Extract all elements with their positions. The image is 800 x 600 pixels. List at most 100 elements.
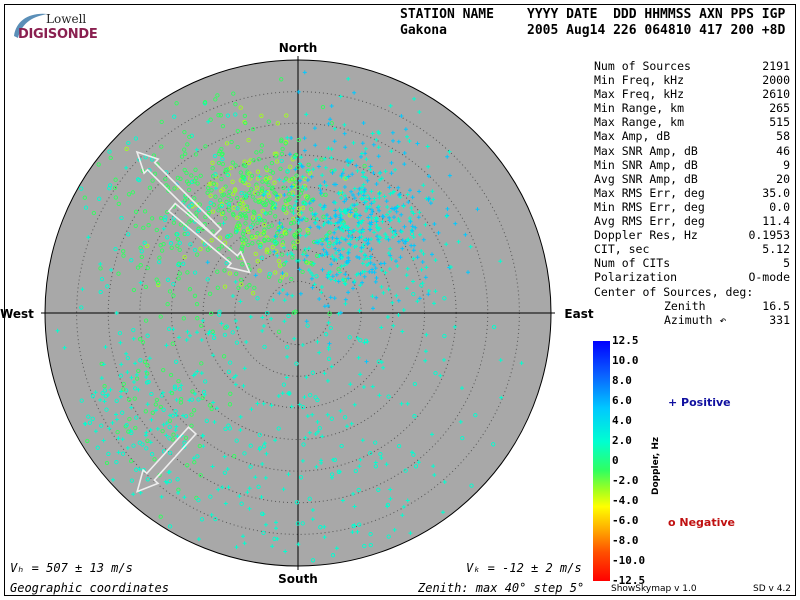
source-point [245, 490, 250, 495]
source-point [262, 218, 267, 224]
source-point [262, 238, 267, 243]
source-point [325, 412, 330, 417]
source-point [361, 385, 366, 389]
source-point [210, 160, 215, 165]
source-point [211, 202, 216, 207]
source-point [115, 429, 120, 435]
source-point [171, 281, 176, 287]
source-point [278, 166, 283, 171]
source-point [171, 432, 176, 437]
source-point [390, 229, 395, 234]
source-point [156, 282, 161, 288]
source-point [374, 215, 379, 220]
source-point [107, 426, 112, 431]
source-point [261, 231, 266, 236]
source-point [333, 168, 337, 173]
source-point [227, 426, 233, 431]
source-point [154, 277, 159, 282]
source-point [233, 382, 238, 387]
source-point [410, 195, 415, 200]
source-point [352, 523, 357, 528]
source-point [346, 162, 351, 167]
source-point [83, 422, 88, 426]
source-point [149, 417, 154, 422]
source-point [270, 244, 275, 250]
source-point [333, 200, 338, 205]
source-point [241, 235, 247, 241]
source-point [108, 155, 113, 161]
source-point [336, 279, 341, 284]
source-point [330, 475, 334, 480]
source-point [196, 207, 202, 213]
source-point [192, 270, 198, 275]
source-point [114, 459, 119, 465]
source-point [195, 369, 200, 374]
source-point [426, 292, 431, 297]
source-point [172, 114, 177, 119]
stat-row: Zenith 16.5 [594, 299, 790, 313]
source-point [176, 262, 181, 267]
source-point [346, 276, 351, 281]
source-point [376, 487, 381, 492]
source-point [121, 387, 126, 392]
source-point [185, 142, 190, 147]
source-point [124, 351, 129, 356]
source-point [355, 529, 360, 534]
source-point [342, 122, 347, 127]
stat-label: CIT, sec [594, 242, 650, 257]
source-point [145, 363, 150, 368]
source-point [294, 173, 299, 178]
source-point [262, 227, 267, 232]
source-point [126, 232, 131, 237]
source-point [112, 185, 118, 191]
source-point [310, 285, 315, 290]
source-point [209, 406, 214, 412]
source-point [144, 446, 149, 451]
source-point [216, 151, 222, 156]
source-point [277, 228, 282, 233]
source-point [218, 113, 223, 118]
source-point [416, 460, 421, 465]
source-point [325, 378, 330, 383]
source-point [372, 262, 377, 267]
source-point [208, 200, 213, 206]
source-point [326, 270, 331, 275]
stat-row: Min SNR Amp, dB 9 [594, 158, 790, 172]
source-point [328, 277, 333, 282]
source-point [260, 186, 265, 191]
source-point [121, 253, 126, 258]
source-point [377, 239, 382, 244]
source-point [194, 301, 200, 307]
source-point [270, 201, 275, 206]
source-point [399, 212, 404, 217]
source-point [186, 187, 192, 193]
source-point [86, 414, 91, 419]
source-point [346, 290, 351, 295]
source-point [206, 185, 211, 191]
source-point [281, 179, 286, 184]
source-point [259, 149, 264, 154]
source-point [423, 222, 428, 227]
source-point [270, 544, 275, 549]
source-point [348, 382, 353, 387]
source-point [224, 260, 229, 266]
source-point [217, 312, 222, 317]
source-point [87, 420, 93, 425]
stat-value: 0.0 [769, 199, 790, 214]
source-point [313, 395, 318, 400]
source-point [253, 273, 258, 278]
source-point [246, 182, 251, 187]
source-point [304, 253, 309, 258]
source-point [405, 192, 410, 197]
source-point [309, 174, 314, 179]
source-point [243, 215, 249, 221]
source-point [292, 245, 298, 251]
source-point [315, 339, 320, 344]
source-point [217, 204, 222, 209]
source-point [354, 237, 359, 242]
source-point [374, 182, 379, 186]
source-point [277, 291, 282, 296]
source-point [131, 492, 136, 497]
source-point [141, 467, 146, 473]
source-point [205, 190, 210, 195]
